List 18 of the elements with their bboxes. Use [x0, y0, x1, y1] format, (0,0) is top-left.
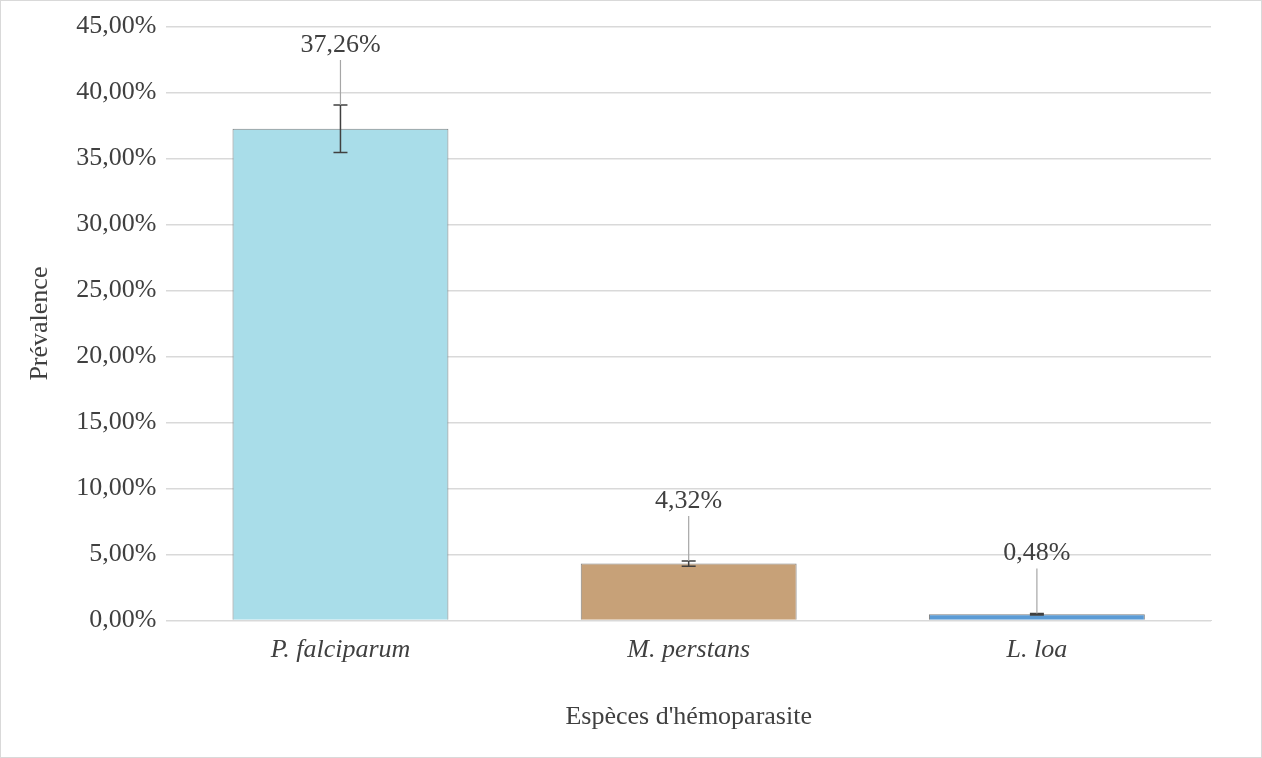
data-label: 0,48%	[1003, 537, 1071, 567]
y-tick-label: 30,00%	[76, 208, 157, 238]
y-tick-label: 10,00%	[76, 472, 157, 502]
x-tick-label: P. falciparum	[269, 634, 411, 664]
y-axis-title: Prévalence	[24, 266, 54, 381]
y-tick-label: 25,00%	[76, 274, 157, 304]
y-tick-label: 15,00%	[76, 406, 157, 436]
x-tick-label: L. loa	[1005, 634, 1068, 664]
y-tick-label: 40,00%	[76, 76, 157, 106]
y-tick-label: 0,00%	[89, 604, 157, 634]
y-tick-label: 20,00%	[76, 340, 157, 370]
y-tick-label: 45,00%	[76, 10, 157, 40]
data-label: 37,26%	[300, 28, 381, 58]
y-tick-label: 5,00%	[89, 538, 157, 568]
x-axis-title: Espèces d'hémoparasite	[565, 701, 812, 731]
y-tick-label: 35,00%	[76, 142, 157, 172]
x-tick-label: M. perstans	[626, 634, 751, 664]
data-label: 4,32%	[655, 484, 723, 514]
